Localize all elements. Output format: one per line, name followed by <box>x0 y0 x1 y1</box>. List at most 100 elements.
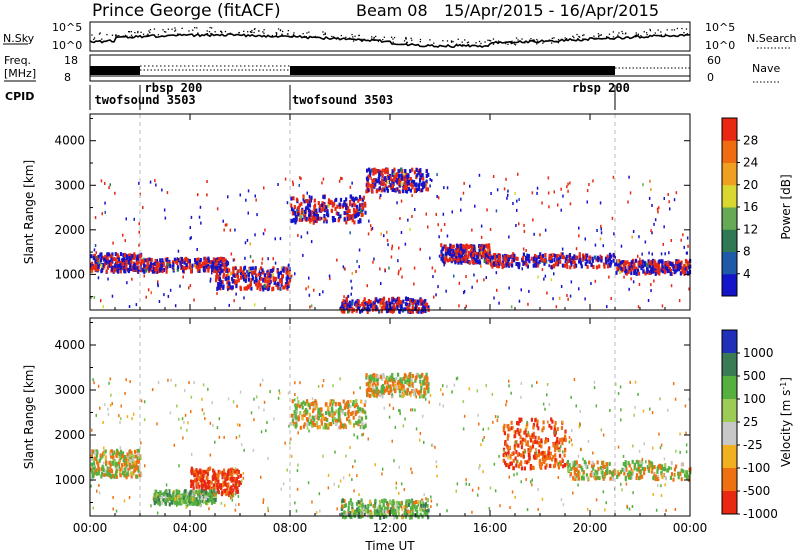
cell-1 <box>201 485 204 490</box>
scatter-cell <box>380 194 382 197</box>
cell-5 <box>399 307 403 312</box>
cell-5 <box>380 306 383 311</box>
cell-3 <box>357 198 360 203</box>
cell-7 <box>661 466 664 471</box>
cell-1 <box>217 472 220 477</box>
cell-6 <box>459 243 462 248</box>
scatter-cell <box>460 208 462 212</box>
cell-3 <box>343 423 346 428</box>
cell-3 <box>313 204 316 209</box>
cell-4 <box>425 174 428 178</box>
cell-1 <box>202 268 206 273</box>
scatter-cell <box>370 224 372 228</box>
cell-2 <box>168 502 171 507</box>
cell-4 <box>397 181 400 186</box>
cell-6 <box>524 460 527 464</box>
scatter-cell <box>329 277 331 281</box>
cell-6 <box>484 243 487 248</box>
scatter-cell <box>346 295 349 299</box>
cell-1 <box>216 259 219 264</box>
nsearch-point <box>99 32 101 34</box>
cell-3 <box>314 213 317 218</box>
nsearch-label: N.Search <box>747 32 797 45</box>
cell-3 <box>320 407 323 412</box>
cell-6 <box>544 457 547 462</box>
cell-2 <box>241 273 245 278</box>
cell-2 <box>271 287 274 292</box>
cell-2 <box>194 490 197 495</box>
cell-5 <box>390 309 393 314</box>
cell-7 <box>663 467 666 471</box>
cell-7 <box>638 476 641 481</box>
cell-1 <box>202 266 206 270</box>
cell-7 <box>567 464 570 469</box>
cell-1 <box>212 260 215 264</box>
nsearch-point <box>410 43 412 45</box>
cell-6 <box>457 257 460 262</box>
cell-7 <box>501 265 504 270</box>
cell-2 <box>266 274 269 279</box>
scatter-cell <box>309 305 311 309</box>
scatter-cell <box>552 297 554 301</box>
nsearch-point <box>657 29 659 31</box>
nsearch-point <box>354 38 356 40</box>
scatter-cell <box>435 293 437 297</box>
scatter-cell <box>318 293 321 296</box>
cell-3 <box>343 405 346 410</box>
cell-8 <box>650 266 653 271</box>
cell-5 <box>361 301 364 306</box>
cell-1 <box>224 488 227 493</box>
cell-5 <box>409 298 412 303</box>
cell-6 <box>471 259 474 264</box>
cell-6 <box>452 244 455 249</box>
scatter-cell <box>443 223 446 226</box>
cell-6 <box>441 247 444 252</box>
cell-2 <box>271 273 274 278</box>
cell-6 <box>440 243 443 248</box>
scatter-cell <box>391 247 393 251</box>
cell-6 <box>546 438 550 442</box>
cell-6 <box>553 427 556 432</box>
cell-7 <box>561 252 564 257</box>
cell-3 <box>345 204 348 208</box>
cell-0 <box>139 268 143 273</box>
cell-4 <box>411 374 414 378</box>
cell-0 <box>133 469 136 473</box>
cell-3 <box>347 414 350 419</box>
cell-1 <box>185 263 188 268</box>
scatter-cell <box>340 176 342 180</box>
cell-4 <box>381 182 384 187</box>
cell-2 <box>279 286 282 291</box>
scatter-cell <box>126 281 128 285</box>
nsearch-point <box>637 33 639 35</box>
scatter-cell <box>356 474 358 478</box>
scatter-cell <box>656 207 659 211</box>
cell-1 <box>164 257 167 262</box>
cell-7 <box>579 261 583 266</box>
scatter-cell <box>198 215 201 219</box>
cell-0 <box>133 449 137 454</box>
cell-5 <box>359 303 362 308</box>
cell-7 <box>667 466 671 471</box>
cell-2 <box>235 284 238 289</box>
cell-4 <box>409 169 412 174</box>
cell-4 <box>392 377 395 382</box>
cell-7 <box>502 263 505 268</box>
cell-5 <box>369 511 372 516</box>
nsearch-point <box>331 35 333 38</box>
cell-6 <box>563 463 567 467</box>
cell-1 <box>151 264 154 269</box>
cell-4 <box>367 174 370 179</box>
cell-6 <box>556 443 559 448</box>
scatter-cell <box>306 231 309 235</box>
cell-4 <box>419 174 422 179</box>
cell-6 <box>542 426 545 430</box>
cell-0 <box>132 253 135 258</box>
mhz-label: [MHz] <box>4 67 36 80</box>
cell-6 <box>516 421 519 425</box>
cell-3 <box>349 202 352 207</box>
cell-0 <box>111 460 115 465</box>
scatter-cell <box>678 299 681 303</box>
cell-0 <box>94 456 97 461</box>
cell-4 <box>365 176 369 181</box>
